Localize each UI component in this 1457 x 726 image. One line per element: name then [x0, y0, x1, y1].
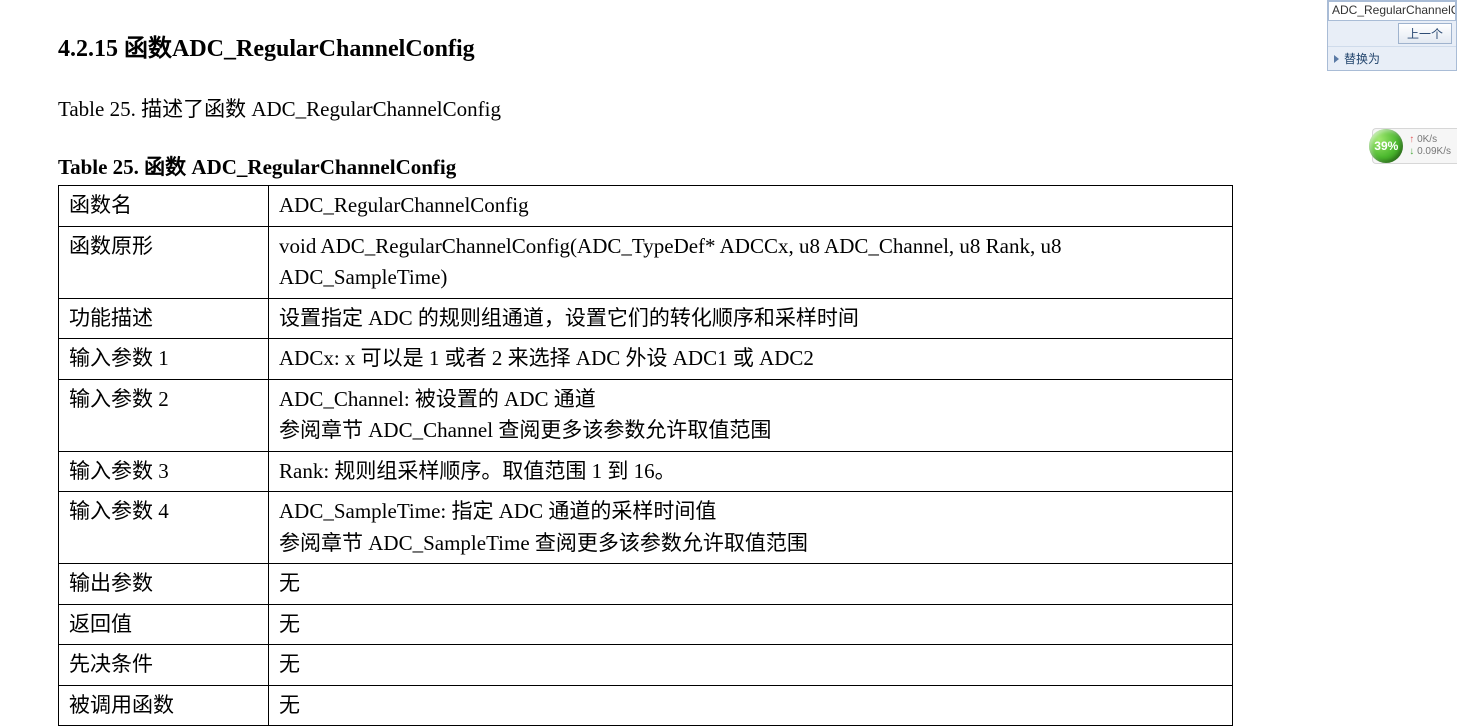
network-widget[interactable]: 39% ↑ 0K/s ↓ 0.09K/s	[1372, 128, 1457, 164]
download-speed: 0.09K/s	[1417, 146, 1451, 157]
find-replace-panel: ADC_RegularChannelC 上一个 替换为	[1327, 0, 1457, 71]
table-row: 功能描述设置指定 ADC 的规则组通道，设置它们的转化顺序和采样时间	[59, 298, 1233, 339]
row-label: 返回值	[59, 604, 269, 645]
row-value: 无	[269, 564, 1233, 605]
row-label: 被调用函数	[59, 685, 269, 726]
table-row: 函数原形void ADC_RegularChannelConfig(ADC_Ty…	[59, 226, 1233, 298]
table-row: 返回值无	[59, 604, 1233, 645]
row-value: 无	[269, 604, 1233, 645]
net-stats: ↑ 0K/s ↓ 0.09K/s	[1409, 134, 1451, 158]
upload-speed: 0K/s	[1417, 134, 1437, 145]
row-value: void ADC_RegularChannelConfig(ADC_TypeDe…	[269, 226, 1233, 298]
table-row: 输入参数 1ADCx: x 可以是 1 或者 2 来选择 ADC 外设 ADC1…	[59, 339, 1233, 380]
row-value: Rank: 规则组采样顺序。取值范围 1 到 16。	[269, 451, 1233, 492]
row-label: 输出参数	[59, 564, 269, 605]
table-reference: Table 25. 描述了函数 ADC_RegularChannelConfig	[58, 93, 1399, 123]
table-row: 输入参数 4ADC_SampleTime: 指定 ADC 通道的采样时间值参阅章…	[59, 492, 1233, 564]
upload-arrow-icon: ↑	[1409, 134, 1414, 145]
row-label: 输入参数 2	[59, 379, 269, 451]
find-input[interactable]: ADC_RegularChannelC	[1328, 1, 1456, 21]
row-value: ADCx: x 可以是 1 或者 2 来选择 ADC 外设 ADC1 或 ADC…	[269, 339, 1233, 380]
replace-label: 替换为	[1344, 50, 1380, 67]
row-label: 函数名	[59, 186, 269, 227]
expand-icon	[1334, 55, 1339, 63]
function-table: 函数名ADC_RegularChannelConfig函数原形void ADC_…	[58, 185, 1233, 726]
row-label: 功能描述	[59, 298, 269, 339]
table-row: 函数名ADC_RegularChannelConfig	[59, 186, 1233, 227]
section-heading: 4.2.15 函数ADC_RegularChannelConfig	[58, 28, 1399, 63]
row-label: 输入参数 3	[59, 451, 269, 492]
row-value: ADC_SampleTime: 指定 ADC 通道的采样时间值参阅章节 ADC_…	[269, 492, 1233, 564]
table-row: 输入参数 3Rank: 规则组采样顺序。取值范围 1 到 16。	[59, 451, 1233, 492]
row-label: 输入参数 1	[59, 339, 269, 380]
row-value: 无	[269, 645, 1233, 686]
row-label: 输入参数 4	[59, 492, 269, 564]
table-row: 先决条件无	[59, 645, 1233, 686]
row-value: 无	[269, 685, 1233, 726]
replace-row[interactable]: 替换为	[1328, 46, 1456, 70]
download-arrow-icon: ↓	[1409, 146, 1414, 157]
table-row: 输出参数无	[59, 564, 1233, 605]
row-label: 先决条件	[59, 645, 269, 686]
row-value: 设置指定 ADC 的规则组通道，设置它们的转化顺序和采样时间	[269, 298, 1233, 339]
row-label: 函数原形	[59, 226, 269, 298]
table-row: 输入参数 2ADC_Channel: 被设置的 ADC 通道参阅章节 ADC_C…	[59, 379, 1233, 451]
table-row: 被调用函数无	[59, 685, 1233, 726]
table-caption: Table 25. 函数 ADC_RegularChannelConfig	[58, 151, 1399, 181]
row-value: ADC_Channel: 被设置的 ADC 通道参阅章节 ADC_Channel…	[269, 379, 1233, 451]
find-prev-button[interactable]: 上一个	[1398, 23, 1452, 44]
row-value: ADC_RegularChannelConfig	[269, 186, 1233, 227]
cpu-usage-badge: 39%	[1369, 129, 1403, 163]
